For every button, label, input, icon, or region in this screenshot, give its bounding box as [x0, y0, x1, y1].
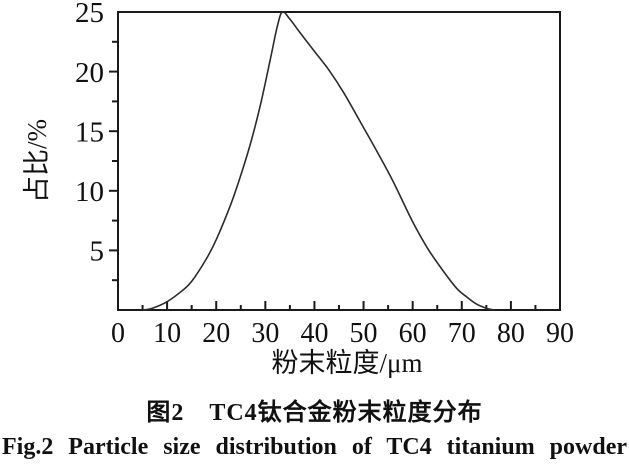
- y-axis-title: 占比/%: [22, 119, 52, 203]
- x-tick-label: 70: [448, 318, 476, 349]
- x-tick-label: 0: [111, 318, 125, 349]
- y-tick-label: 15: [75, 116, 104, 148]
- x-axis-title: 粉末粒度/μm: [272, 348, 423, 378]
- caption-chinese: 图2 TC4钛合金粉末粒度分布: [146, 400, 483, 426]
- y-tick-label: 5: [90, 236, 105, 268]
- caption-english: Fig.2 Particle size distribution of TC4 …: [2, 434, 627, 460]
- x-tick-label: 10: [153, 318, 181, 349]
- x-tick-label: 50: [350, 318, 378, 349]
- y-tick-label: 20: [75, 57, 104, 89]
- particle-size-distribution-chart: 0 10 20 30 40 50 60 70 80 90 5 10 15 20 25 粉末粒度/μm 占比/%: [22, 0, 574, 378]
- plot-frame: [117, 11, 561, 311]
- x-tick-label: 20: [202, 318, 230, 349]
- x-tick-label: 60: [399, 318, 427, 349]
- x-tick-label: 80: [497, 318, 525, 349]
- y-tick-label: 25: [75, 0, 104, 29]
- distribution-curve: [141, 11, 495, 311]
- x-tick-label: 40: [300, 318, 328, 349]
- x-tick-label: 30: [251, 318, 279, 349]
- y-tick-label: 10: [75, 176, 104, 208]
- x-tick-label: 90: [546, 318, 574, 349]
